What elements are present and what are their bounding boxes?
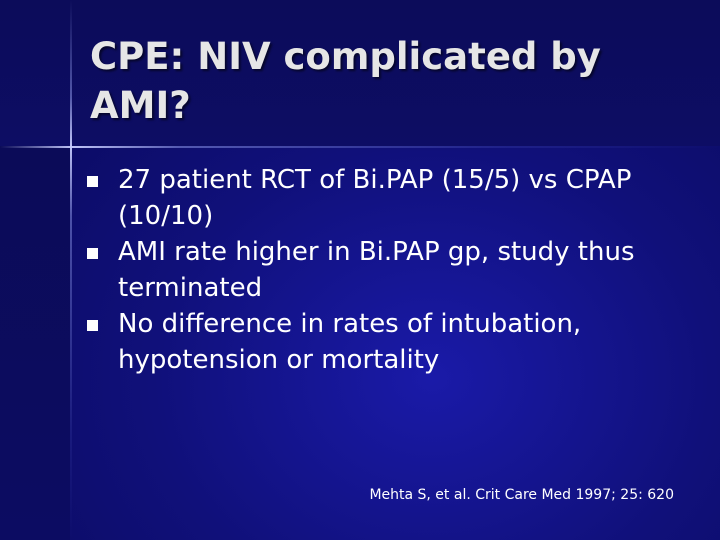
slide-title: CPE: NIV complicated by AMI? — [90, 35, 601, 127]
decorative-horizontal-line — [0, 146, 720, 148]
square-bullet-icon — [87, 320, 98, 331]
left-band — [0, 146, 70, 540]
bullet-text: No difference in rates of intubation, hy… — [118, 309, 582, 375]
bullet-text: 27 patient RCT of Bi.PAP (15/5) vs CPAP … — [118, 165, 632, 231]
bullet-text: AMI rate higher in Bi.PAP gp, study thus… — [118, 237, 635, 303]
decorative-vertical-line — [70, 0, 72, 540]
title-band — [0, 0, 720, 146]
square-bullet-icon — [87, 176, 98, 187]
citation: Mehta S, et al. Crit Care Med 1997; 25: … — [369, 487, 674, 503]
square-bullet-icon — [87, 248, 98, 259]
bullet-item: AMI rate higher in Bi.PAP gp, study thus… — [86, 234, 686, 306]
bullet-item: No difference in rates of intubation, hy… — [86, 306, 686, 378]
bullet-list: 27 patient RCT of Bi.PAP (15/5) vs CPAP … — [86, 162, 686, 378]
bullet-item: 27 patient RCT of Bi.PAP (15/5) vs CPAP … — [86, 162, 686, 234]
